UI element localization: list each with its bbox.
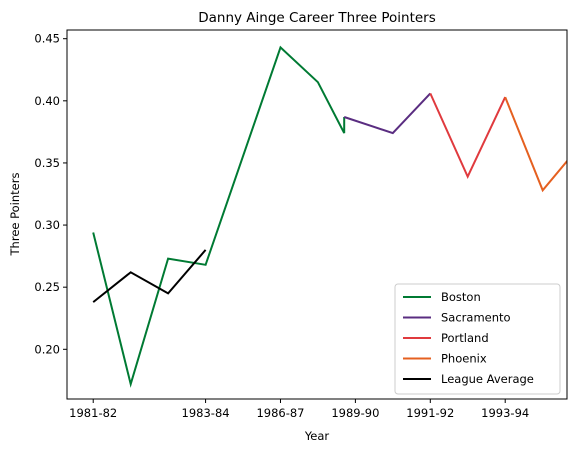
x-tick-label: 1981-82	[69, 406, 117, 420]
chart-title: Danny Ainge Career Three Pointers	[198, 10, 436, 26]
legend-label: Portland	[441, 331, 489, 345]
series-line-phoenix	[505, 97, 579, 190]
x-tick-label: 1983-84	[182, 406, 230, 420]
y-tick-label: 0.45	[34, 32, 60, 46]
y-axis: 0.20 0.25 0.30 0.35 0.40 0.45	[34, 32, 67, 357]
x-tick-label: 1989-90	[331, 406, 379, 420]
y-tick-label: 0.25	[34, 280, 60, 294]
series-line-portland	[430, 93, 505, 176]
series-line-sacramento	[344, 93, 430, 133]
legend: Boston Sacramento Portland Phoenix League Av…	[395, 284, 560, 394]
y-tick-label: 0.20	[34, 342, 60, 356]
x-tick-label: 1991-92	[406, 406, 454, 420]
legend-label: Phoenix	[441, 352, 487, 366]
y-tick-label: 0.40	[34, 94, 60, 108]
y-tick-label: 0.30	[34, 218, 60, 232]
series-line-league-average	[93, 250, 205, 302]
legend-label: League Average	[441, 372, 534, 386]
y-tick-label: 0.35	[34, 156, 60, 170]
series-line-boston	[93, 47, 344, 384]
legend-label: Sacramento	[441, 311, 511, 325]
x-axis: 1981-82 1983-84 1986-87 1989-90 1991-92 1993-…	[69, 399, 529, 420]
y-axis-label: Three Pointers	[8, 173, 22, 257]
x-tick-label: 1986-87	[256, 406, 304, 420]
legend-label: Boston	[441, 290, 481, 304]
x-axis-label: Year	[304, 429, 330, 443]
x-tick-label: 1993-94	[481, 406, 529, 420]
